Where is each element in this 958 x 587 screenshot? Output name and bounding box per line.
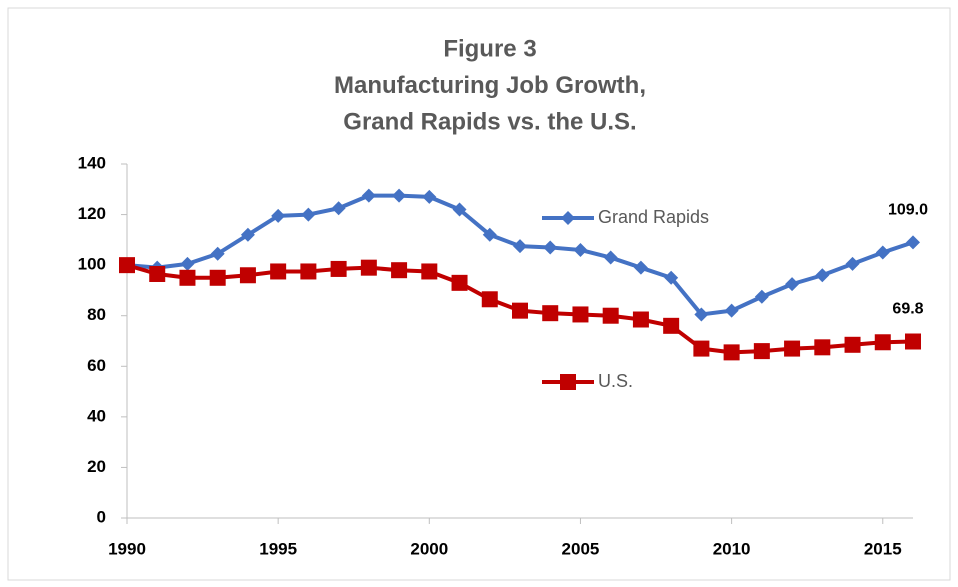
y-tick-label: 100: [78, 255, 106, 274]
legend-label: Grand Rapids: [598, 207, 709, 227]
data-label: 69.8: [892, 301, 923, 318]
y-tick-label: 120: [78, 204, 106, 223]
point-marker: [239, 267, 256, 284]
point-marker: [513, 239, 527, 254]
point-marker: [481, 291, 498, 308]
point-marker: [543, 240, 558, 255]
y-tick-label: 80: [87, 305, 106, 324]
point-marker: [906, 235, 920, 250]
point-marker: [452, 202, 467, 217]
point-marker: [361, 188, 376, 203]
x-tick-label: 2005: [562, 539, 600, 558]
point-marker: [754, 289, 769, 304]
x-tick-label: 2015: [864, 539, 902, 558]
point-marker: [421, 263, 438, 280]
point-marker: [209, 269, 226, 286]
point-marker: [180, 256, 195, 271]
point-marker: [482, 227, 497, 242]
legend-marker: [561, 211, 575, 225]
point-marker: [573, 242, 588, 257]
point-marker: [753, 343, 770, 360]
point-marker: [360, 259, 377, 276]
point-marker: [512, 302, 528, 319]
chart-title: Manufacturing Job Growth,: [334, 72, 646, 99]
point-marker: [845, 256, 860, 271]
point-marker: [542, 305, 559, 322]
point-marker: [149, 265, 166, 282]
point-marker: [331, 201, 346, 216]
x-tick-label: 1990: [108, 539, 146, 558]
point-marker: [723, 344, 740, 361]
point-marker: [693, 340, 710, 357]
point-marker: [632, 311, 649, 328]
data-label: 109.0: [888, 202, 928, 219]
point-marker: [784, 340, 801, 357]
point-marker: [451, 274, 468, 291]
point-marker: [271, 208, 286, 223]
point-marker: [270, 263, 287, 280]
y-tick-label: 20: [87, 457, 106, 476]
point-marker: [633, 260, 648, 275]
point-marker: [391, 262, 408, 279]
point-marker: [330, 260, 347, 277]
x-tick-label: 2000: [410, 539, 448, 558]
point-marker: [664, 270, 679, 285]
point-marker: [602, 307, 619, 324]
y-tick-label: 140: [78, 153, 106, 172]
point-marker: [240, 227, 255, 242]
point-marker: [724, 303, 739, 318]
point-marker: [874, 334, 891, 351]
point-marker: [785, 277, 800, 292]
y-tick-label: 60: [87, 356, 106, 375]
chart-title: Figure 3: [443, 35, 536, 62]
point-marker: [844, 336, 861, 353]
chart-title: Grand Rapids vs. the U.S.: [343, 108, 636, 135]
legend-marker: [560, 374, 576, 390]
point-marker: [422, 189, 437, 204]
y-tick-label: 40: [87, 406, 106, 425]
point-marker: [179, 269, 196, 286]
point-marker: [905, 333, 921, 350]
point-marker: [694, 307, 709, 322]
point-marker: [119, 257, 135, 274]
point-marker: [875, 245, 890, 260]
point-marker: [300, 263, 317, 280]
point-marker: [572, 306, 589, 323]
point-marker: [210, 246, 225, 261]
y-tick-label: 0: [97, 507, 106, 526]
point-marker: [814, 339, 831, 356]
point-marker: [663, 317, 680, 334]
x-tick-label: 2010: [713, 539, 751, 558]
legend-label: U.S.: [598, 371, 633, 391]
x-tick-label: 1995: [259, 539, 297, 558]
point-marker: [815, 268, 830, 283]
point-marker: [603, 250, 618, 265]
point-marker: [392, 188, 407, 203]
point-marker: [301, 207, 316, 222]
